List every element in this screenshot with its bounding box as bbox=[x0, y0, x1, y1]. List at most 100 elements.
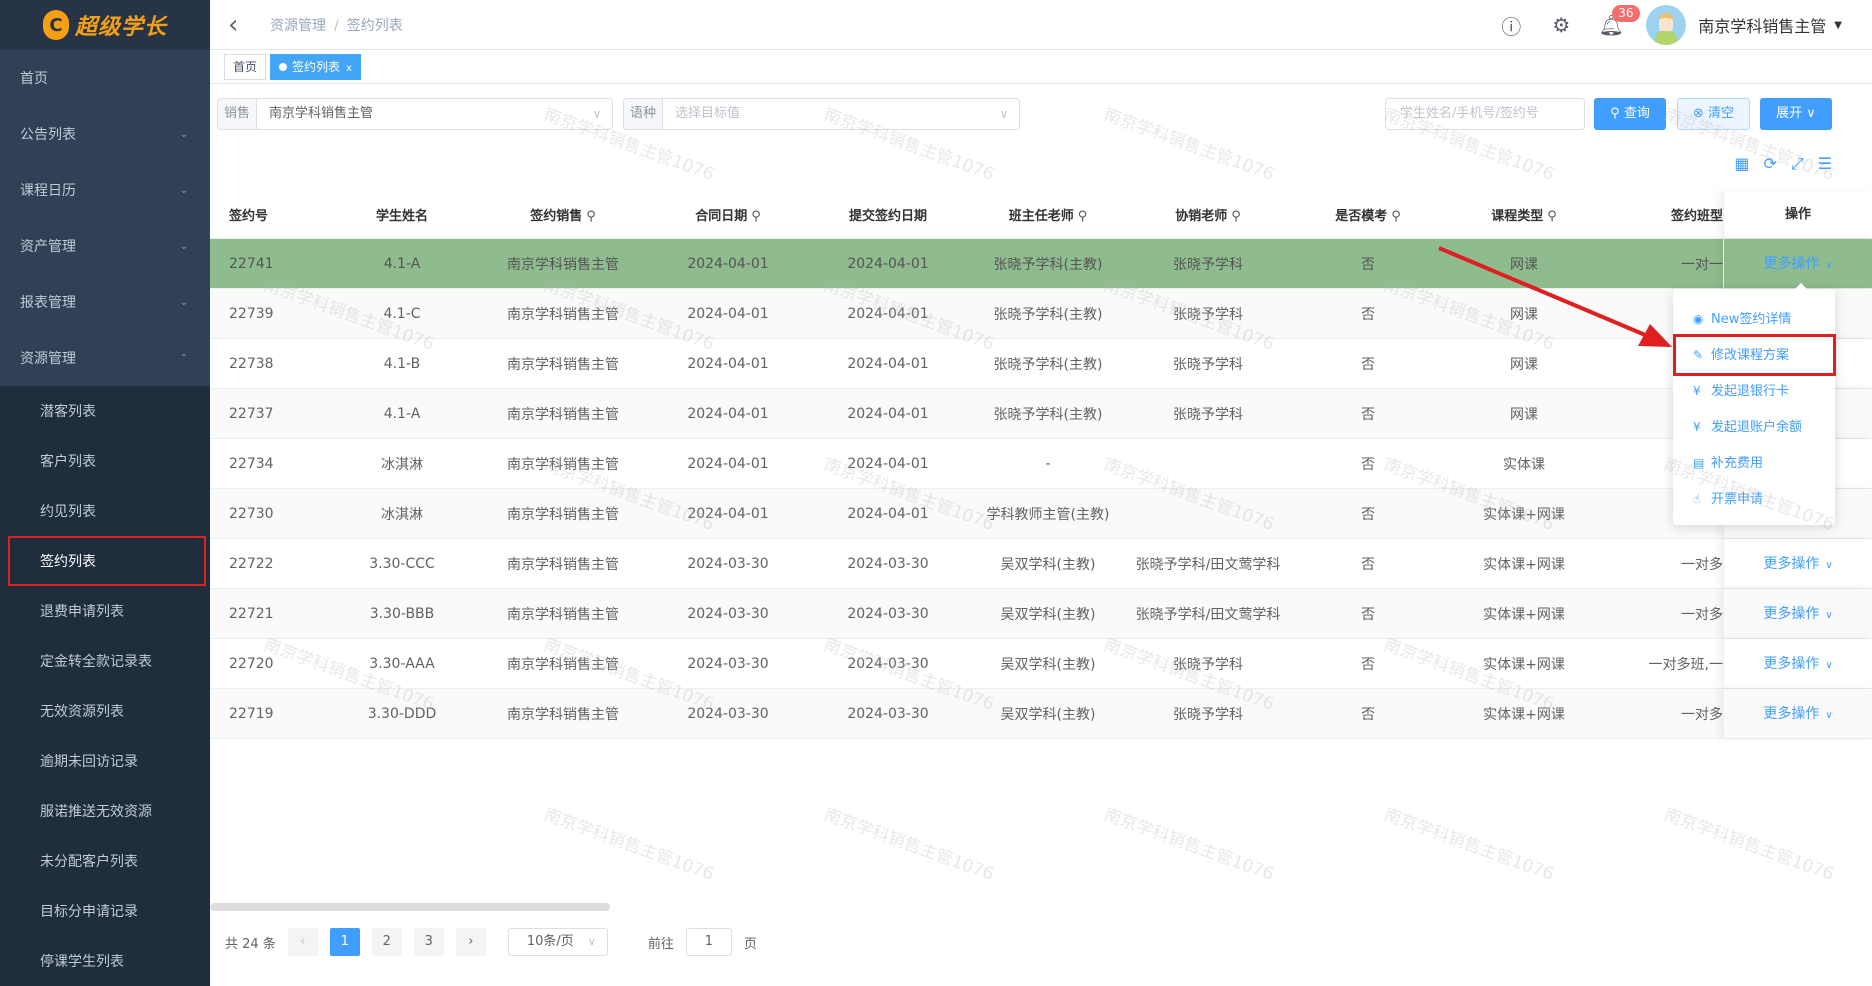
user-name[interactable]: 南京学科销售主管 bbox=[1698, 17, 1827, 36]
query-button[interactable]: ⚲ 查询 bbox=[1594, 98, 1666, 130]
search-icon[interactable]: ⚲ bbox=[1231, 209, 1241, 224]
column-header[interactable]: 提交签约日期 bbox=[808, 205, 968, 224]
page-size-select[interactable]: 10条/页 ∨ bbox=[507, 928, 608, 956]
next-page-button[interactable]: › bbox=[455, 928, 486, 956]
expand-button[interactable]: 展开 ∨ bbox=[1760, 98, 1832, 130]
menu-item[interactable]: ☝ 开票申请 bbox=[1673, 481, 1835, 517]
sidebar-subitem[interactable]: 退费申请列表 bbox=[0, 586, 210, 636]
horizontal-scrollbar[interactable] bbox=[210, 903, 610, 911]
more-actions-link[interactable]: 更多操作 ∨ bbox=[1763, 606, 1832, 622]
clear-button[interactable]: ⊗ 清空 bbox=[1677, 98, 1750, 130]
cell: 否 bbox=[1361, 506, 1375, 523]
breadcrumb-item[interactable]: 资源管理 bbox=[270, 17, 326, 34]
chevron-down-icon: ⌄ bbox=[179, 296, 188, 308]
sidebar-subitem[interactable]: 未分配客户列表 bbox=[0, 836, 210, 886]
column-header[interactable]: 班主任老师 ⚲ bbox=[968, 205, 1128, 224]
table-row[interactable]: 22721 3.30-BBB 南京学科销售主管 2024-03-30 2024-03-3… bbox=[210, 589, 1872, 639]
column-header[interactable]: 操作 bbox=[1723, 191, 1872, 238]
sidebar-subitem[interactable]: 潜客列表 bbox=[0, 386, 210, 436]
tab-contract-list[interactable]: 签约列表 x bbox=[270, 53, 361, 80]
sidebar-subitem[interactable]: 停课学生列表 bbox=[0, 936, 210, 986]
more-actions-link[interactable]: 更多操作 ∨ bbox=[1763, 706, 1832, 722]
more-actions-link[interactable]: 更多操作 ∨ bbox=[1763, 256, 1832, 272]
bell-icon[interactable]: 🔔︎ 36 bbox=[1586, 5, 1640, 37]
caret-down-icon[interactable]: ▼ bbox=[1834, 19, 1842, 31]
table-row[interactable]: 22737 4.1-A 南京学科销售主管 2024-04-01 2024-04-01 张晓… bbox=[210, 389, 1872, 439]
sidebar-item[interactable]: 课程日历 ⌄ bbox=[0, 162, 210, 218]
goto-page-input[interactable]: 1 bbox=[685, 928, 732, 956]
page-button[interactable]: 3 bbox=[413, 928, 444, 956]
avatar[interactable] bbox=[1646, 5, 1687, 45]
cell: 实体课+网课 bbox=[1483, 556, 1565, 573]
menu-item[interactable]: ◉ New签约详情 bbox=[1673, 301, 1835, 337]
search-icon[interactable]: ⚲ bbox=[1391, 209, 1401, 224]
column-header[interactable]: 合同日期 ⚲ bbox=[648, 205, 808, 224]
sidebar-item[interactable]: 报表管理 ⌄ bbox=[0, 274, 210, 330]
table-row[interactable]: 22741 4.1-A 南京学科销售主管 2024-04-01 2024-04-01 张晓… bbox=[210, 239, 1872, 289]
search-input[interactable]: 学生姓名/手机号/签约号 bbox=[1385, 98, 1585, 130]
sidebar-subitem[interactable]: 服诺推送无效资源 bbox=[0, 786, 210, 836]
sidebar-item[interactable]: 首页 bbox=[0, 50, 210, 106]
column-header[interactable]: 签约销售 ⚲ bbox=[478, 205, 648, 224]
sidebar-item-label: 资产管理 bbox=[20, 239, 76, 255]
column-header[interactable]: 学生姓名 bbox=[326, 205, 478, 224]
fullscreen-icon[interactable]: ⤢ bbox=[1790, 154, 1804, 173]
sales-value: 南京学科销售主管 bbox=[269, 106, 374, 121]
table-row[interactable]: 22738 4.1-B 南京学科销售主管 2024-04-01 2024-04-01 张晓… bbox=[210, 339, 1872, 389]
sidebar-subitem[interactable]: 签约列表 bbox=[8, 536, 206, 586]
cell: 2024-04-01 bbox=[687, 255, 769, 272]
column-header[interactable]: 签约号 bbox=[210, 205, 326, 224]
goto-label: 前往 bbox=[647, 936, 674, 952]
more-actions-link[interactable]: 更多操作 ∨ bbox=[1763, 556, 1832, 572]
search-icon[interactable]: ⚲ bbox=[1547, 209, 1557, 224]
sidebar-item[interactable]: 公告列表 ⌄ bbox=[0, 106, 210, 162]
page-button[interactable]: 1 bbox=[329, 928, 360, 956]
sidebar-subitem[interactable]: 定金转全款记录表 bbox=[0, 636, 210, 686]
sidebar-subitem[interactable]: 逾期未回访记录 bbox=[0, 736, 210, 786]
search-icon[interactable]: ⚲ bbox=[751, 209, 761, 224]
column-header[interactable]: 签约班型 bbox=[1600, 205, 1723, 224]
menu-item[interactable]: ▤ 补充费用 bbox=[1673, 445, 1835, 481]
sidebar-subitem-label: 定金转全款记录表 bbox=[40, 654, 152, 670]
refresh-icon[interactable]: ⟳ bbox=[1763, 154, 1777, 173]
table-row[interactable]: 22719 3.30-DDD 南京学科销售主管 2024-03-30 2024-03-3… bbox=[210, 689, 1872, 739]
sidebar-item-label: 资源管理 bbox=[20, 351, 76, 367]
sidebar-item[interactable]: 资源管理 ⌃ bbox=[0, 330, 210, 386]
header: ‹ 资源管理 / 签约列表 ⓘ ⚙ 🔔︎ 36 南京学科销售主管 ▼ bbox=[210, 0, 1872, 50]
table-row[interactable]: 22722 3.30-CCC 南京学科销售主管 2024-03-30 2024-03-3… bbox=[210, 539, 1872, 589]
search-icon[interactable]: ⚲ bbox=[1077, 209, 1088, 224]
close-icon[interactable]: x bbox=[346, 62, 352, 74]
sales-select[interactable]: 销售 南京学科销售主管 ∨ bbox=[217, 98, 613, 130]
column-header[interactable]: 是否模考 ⚲ bbox=[1288, 205, 1448, 224]
sidebar-subitem[interactable]: 客户列表 bbox=[0, 436, 210, 486]
search-icon[interactable]: ⚲ bbox=[586, 209, 596, 224]
grid-icon[interactable]: ▦ bbox=[1734, 154, 1750, 173]
tab-home[interactable]: 首页 bbox=[224, 53, 267, 80]
menu-item[interactable]: ¥ 发起退账户余额 bbox=[1673, 409, 1835, 445]
back-icon[interactable]: ‹ bbox=[228, 9, 239, 40]
table-row[interactable]: 22734 冰淇淋 南京学科销售主管 2024-04-01 2024-04-01 - 否 实体… bbox=[210, 439, 1872, 489]
table-row[interactable]: 22739 4.1-C 南京学科销售主管 2024-04-01 2024-04-01 张晓… bbox=[210, 289, 1872, 339]
help-icon[interactable]: ⓘ bbox=[1501, 14, 1522, 39]
column-header-label: 课程类型 bbox=[1491, 209, 1544, 224]
sidebar-item[interactable]: 资产管理 ⌄ bbox=[0, 218, 210, 274]
more-actions-link[interactable]: 更多操作 ∨ bbox=[1763, 656, 1832, 672]
cell: 网课 bbox=[1510, 406, 1538, 423]
more-actions-label: 更多操作 bbox=[1763, 256, 1820, 272]
language-select[interactable]: 语种 选择目标值 ∨ bbox=[623, 98, 1020, 130]
sidebar-subitem[interactable]: 约见列表 bbox=[0, 486, 210, 536]
table-row[interactable]: 22730 冰淇淋 南京学科销售主管 2024-04-01 2024-04-01 学科教师… bbox=[210, 489, 1872, 539]
column-header[interactable]: 课程类型 ⚲ bbox=[1448, 205, 1600, 224]
settings-sliders-icon[interactable]: ☰ bbox=[1817, 154, 1832, 173]
menu-item[interactable]: ✎ 修改课程方案 bbox=[1673, 334, 1836, 376]
gear-icon[interactable]: ⚙ bbox=[1552, 13, 1571, 37]
column-header[interactable]: 协销老师 ⚲ bbox=[1128, 205, 1288, 224]
sidebar-subitem[interactable]: 目标分申请记录 bbox=[0, 886, 210, 936]
menu-item[interactable]: ¥ 发起退银行卡 bbox=[1673, 373, 1835, 409]
page-button[interactable]: 2 bbox=[371, 928, 402, 956]
watermark: 南京学科销售主管1076 bbox=[1101, 104, 1277, 185]
table-row[interactable]: 22720 3.30-AAA 南京学科销售主管 2024-03-30 2024-03-3… bbox=[210, 639, 1872, 689]
sidebar-subitem[interactable]: 无效资源列表 bbox=[0, 686, 210, 736]
cell: 一对多 bbox=[1681, 606, 1723, 623]
prev-page-button[interactable]: ‹ bbox=[287, 928, 318, 956]
